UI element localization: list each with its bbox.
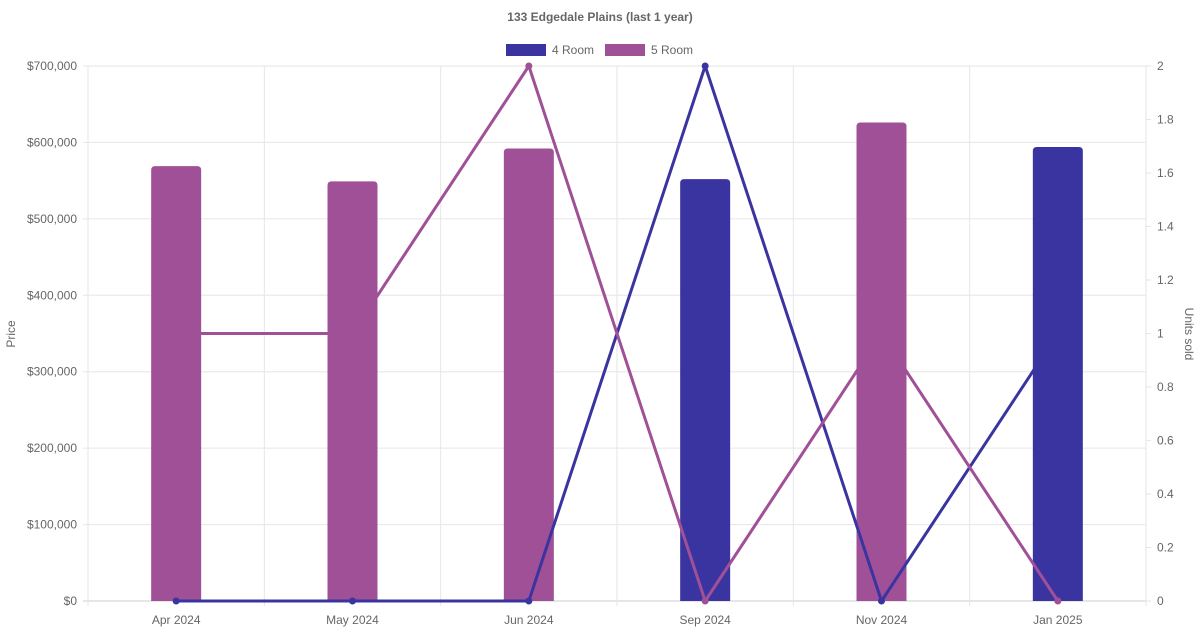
point-5-room-jan-2025[interactable] — [1054, 597, 1062, 605]
y2-tick-label: 0.4 — [1157, 487, 1174, 501]
y-tick-label: $300,000 — [27, 365, 77, 379]
y-tick-label: $0 — [64, 594, 78, 608]
bar-4-room-jan-2025[interactable] — [1032, 147, 1083, 601]
units-lines — [172, 62, 1062, 605]
y2-tick-label: 1 — [1157, 327, 1164, 341]
y2-tick-label: 1.4 — [1157, 220, 1174, 234]
gridlines — [83, 65, 1151, 606]
point-4-room-apr-2024[interactable] — [172, 597, 180, 605]
point-4-room-may-2024[interactable] — [349, 597, 356, 605]
point-5-room-may-2024[interactable] — [349, 330, 356, 337]
x-tick-label: Jan 2025 — [1033, 613, 1083, 627]
legend-label-4-room[interactable]: 4 Room — [552, 43, 594, 57]
legend-swatch-5-room[interactable] — [605, 44, 645, 56]
y2-tick-label: 2 — [1157, 59, 1164, 73]
y2-axis-title: Units sold — [1182, 308, 1196, 361]
bar-4-room-sep-2024[interactable] — [680, 179, 731, 601]
point-5-room-sep-2024[interactable] — [701, 597, 709, 605]
bar-5-room-jun-2024[interactable] — [503, 148, 554, 602]
y-tick-label: $100,000 — [27, 518, 77, 532]
x-tick-label: Apr 2024 — [152, 613, 201, 627]
point-4-room-sep-2024[interactable] — [701, 62, 709, 70]
y-tick-label: $400,000 — [27, 288, 77, 302]
y-axis-left: $0 $100,000 $200,000 $300,000 $400,000 $500,0… — [27, 59, 77, 608]
chart-title: 133 Edgedale Plains (last 1 year) — [507, 10, 692, 24]
x-tick-label: Nov 2024 — [856, 613, 908, 627]
y2-tick-label: 0.6 — [1157, 434, 1174, 448]
x-tick-label: Jun 2024 — [504, 613, 554, 627]
y2-tick-label: 0.2 — [1157, 541, 1174, 555]
point-4-room-nov-2024[interactable] — [878, 597, 885, 605]
bar-5-room-nov-2024[interactable] — [856, 122, 907, 602]
point-5-room-apr-2024[interactable] — [172, 330, 180, 337]
point-5-room-nov-2024[interactable] — [878, 330, 885, 337]
y-tick-label: $700,000 — [27, 59, 77, 73]
y2-tick-label: 1.2 — [1157, 273, 1174, 287]
y2-tick-label: 0.8 — [1157, 380, 1174, 394]
legend[interactable]: 4 Room 5 Room — [506, 43, 693, 57]
y2-tick-label: 0 — [1157, 594, 1164, 608]
bar-5-room-may-2024[interactable] — [327, 181, 378, 601]
y-tick-label: $600,000 — [27, 135, 77, 149]
price-bars — [151, 122, 1083, 602]
y2-tick-label: 1.8 — [1157, 113, 1174, 127]
y-axis-title: Price — [4, 320, 18, 348]
x-tick-label: Sep 2024 — [679, 613, 731, 627]
line-5-room — [176, 64, 1060, 603]
bar-5-room-apr-2024[interactable] — [151, 166, 202, 601]
x-axis: Apr 2024 May 2024 Jun 2024 Sep 2024 Nov 2024… — [152, 613, 1083, 627]
y2-tick-label: 1.6 — [1157, 166, 1174, 180]
point-4-room-jan-2025[interactable] — [1054, 330, 1062, 337]
x-tick-label: May 2024 — [326, 613, 379, 627]
y-axis-right: 0 0.2 0.4 0.6 0.8 1 1.2 1.4 1.6 1.8 2 — [1157, 59, 1174, 608]
y-tick-label: $200,000 — [27, 441, 77, 455]
legend-label-5-room[interactable]: 5 Room — [651, 43, 693, 57]
legend-swatch-4-room[interactable] — [506, 44, 546, 56]
point-4-room-jun-2024[interactable] — [525, 597, 533, 605]
y-tick-label: $500,000 — [27, 212, 77, 226]
point-5-room-jun-2024[interactable] — [525, 62, 533, 70]
